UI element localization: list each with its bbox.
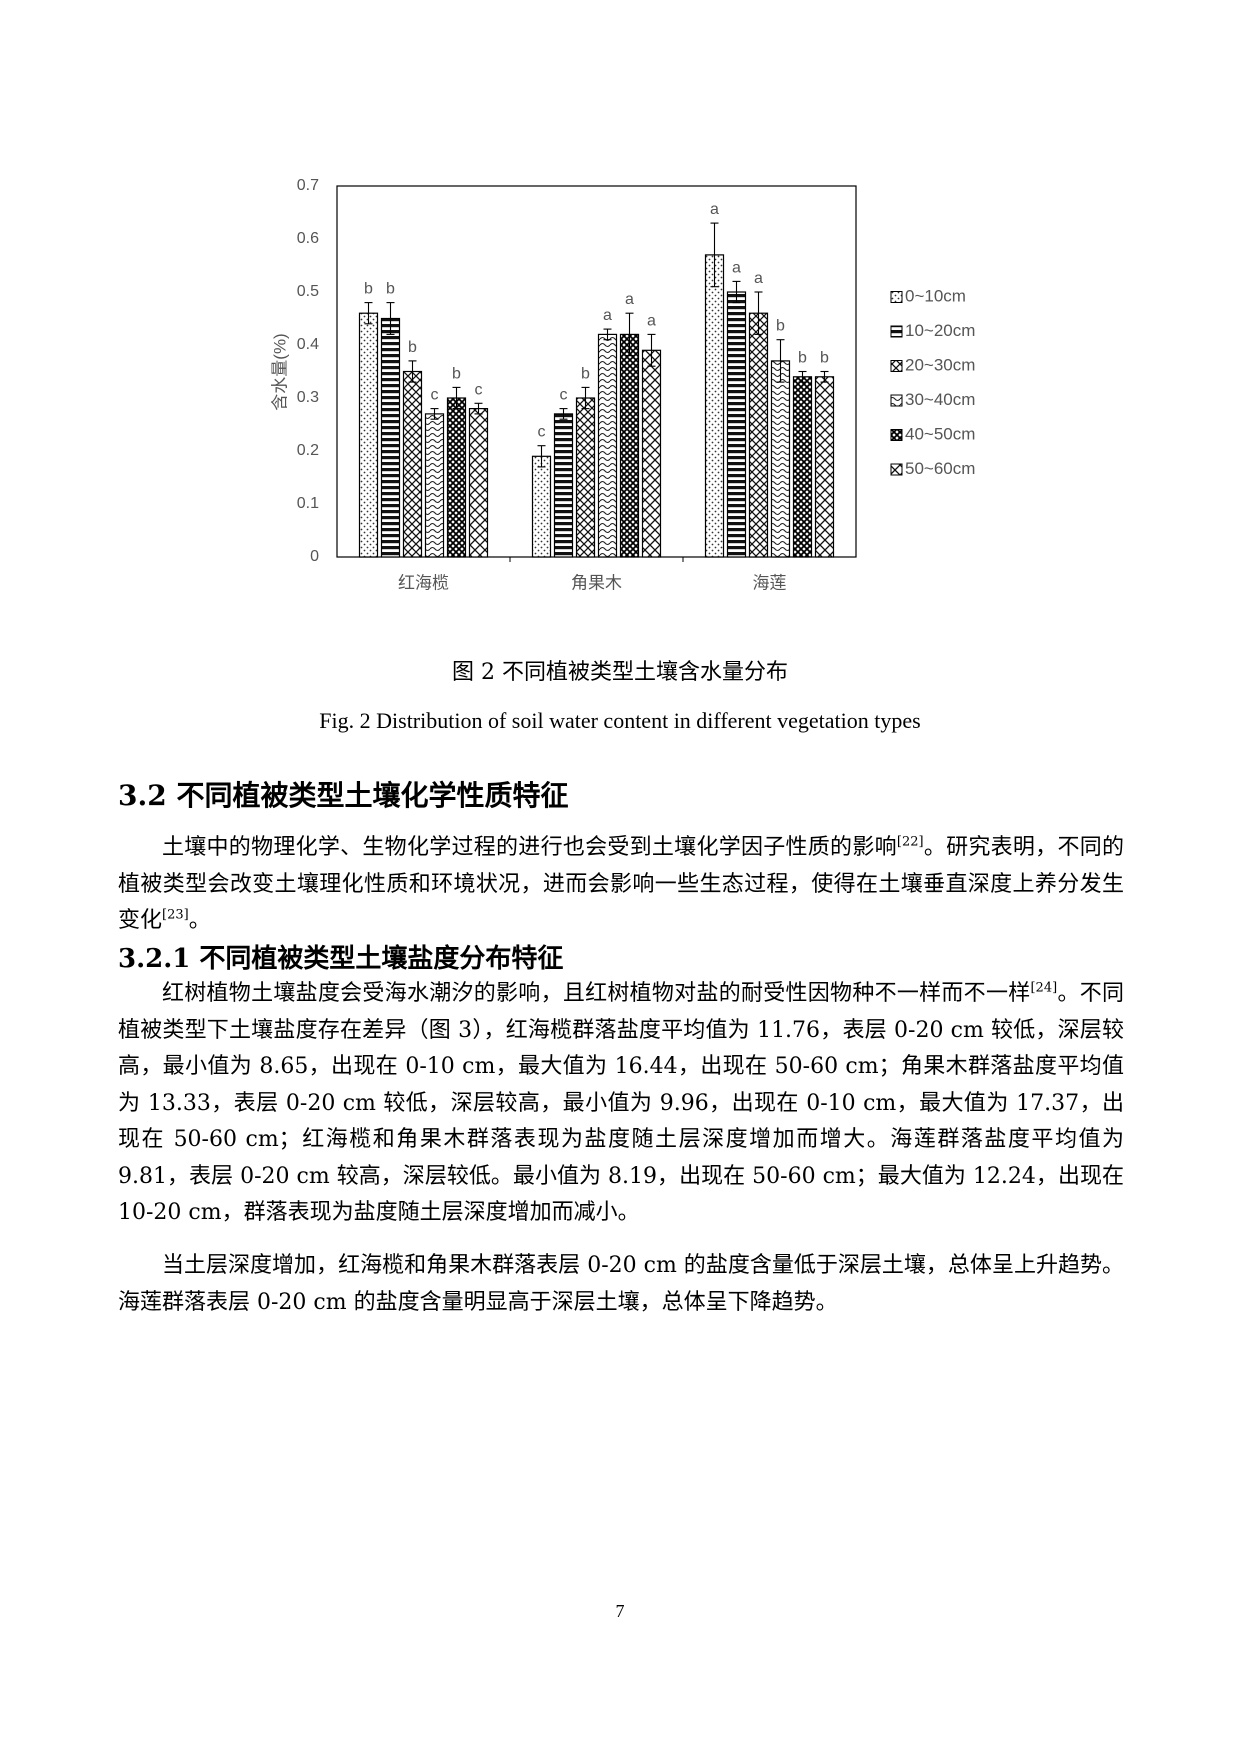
bar (814, 376, 835, 558)
legend-entry: 0~10cm (905, 286, 966, 305)
legend-entry: 40~50cm (905, 424, 975, 443)
significance-letter: a (754, 270, 763, 287)
y-tick-label: 0.7 (297, 177, 319, 194)
legend-entry: 10~20cm (905, 321, 975, 340)
y-tick-label: 0.5 (297, 283, 319, 300)
significance-letter: c (431, 387, 439, 404)
figure-caption-cn: 图 2 不同植被类型土壤含水量分布 (452, 660, 788, 685)
bar (531, 455, 552, 558)
legend-entry: 30~40cm (905, 390, 975, 409)
y-tick-label: 0.6 (297, 230, 319, 247)
significance-letter: b (452, 365, 461, 382)
para1-text-c: 。 (188, 908, 211, 933)
significance-letter: a (732, 259, 741, 276)
bar (424, 413, 445, 558)
legend-swatch (890, 463, 903, 476)
x-category-label: 海莲 (753, 573, 787, 592)
bar (726, 291, 747, 558)
significance-letter: a (603, 307, 612, 324)
section-paragraph: 土壤中的物理化学、生物化学过程的进行也会受到土壤化学因子性质的影响[22]。研究… (118, 830, 1124, 940)
bar (704, 254, 725, 558)
legend-swatch (890, 325, 903, 338)
para1-text-a: 土壤中的物理化学、生物化学过程的进行也会受到土壤化学因子性质的影响 (162, 835, 897, 860)
significance-letter: b (581, 365, 590, 382)
significance-letter: b (386, 281, 395, 298)
y-axis-label: 含水量(%) (270, 333, 289, 410)
legend-swatch (890, 291, 903, 303)
para1-text-b: 。研究表明，不同的植被类型会改变土壤理化性质和环境状况，进而会影响一些生态过程，… (118, 835, 1124, 933)
bar (641, 349, 662, 558)
significance-letter: c (538, 424, 546, 441)
significance-letter: b (408, 339, 417, 356)
bar (575, 397, 596, 558)
bar (446, 397, 467, 558)
significance-letter: a (647, 312, 656, 329)
soil-water-chart: 00.10.20.30.40.50.60.7 含水量(%) bcabcabbac… (270, 177, 975, 592)
significance-letter: a (710, 201, 719, 218)
bar (619, 333, 640, 558)
legend-swatch (890, 429, 903, 441)
subsection-paragraph-2: 当土层深度增加，红海榄和角果木群落表层 0-20 cm 的盐度含量低于深层土壤，… (118, 1253, 1124, 1315)
significance-letter: c (475, 381, 483, 398)
bar (597, 333, 618, 558)
legend-swatch (890, 360, 903, 372)
legend-entry: 50~60cm (905, 459, 975, 478)
bar (468, 408, 489, 558)
x-category-label: 角果木 (571, 573, 622, 592)
significance-letter: a (625, 291, 634, 308)
significance-letter: b (776, 318, 785, 335)
y-tick-label: 0.4 (297, 336, 319, 353)
subsection-paragraph-1: 红树植物土壤盐度会受海水潮汐的影响，且红树植物对盐的耐受性因物种不一样而不一样[… (118, 976, 1124, 1232)
bar (770, 360, 791, 558)
bar (358, 312, 379, 558)
bar (792, 376, 813, 558)
plot-area-frame (336, 185, 857, 558)
significance-letter: b (820, 350, 829, 367)
citation-23: [23] (162, 907, 189, 923)
citation-24: [24] (1030, 980, 1058, 996)
legend-entry: 20~30cm (905, 355, 975, 374)
legend-swatch (890, 394, 903, 407)
bar (553, 413, 574, 558)
figure-caption-en: Fig. 2 Distribution of soil water conten… (319, 708, 921, 733)
bar (402, 370, 423, 558)
y-tick-label: 0.1 (297, 495, 319, 512)
y-tick-label: 0 (310, 548, 319, 565)
y-tick-label: 0.2 (297, 442, 319, 459)
significance-letter: b (798, 350, 807, 367)
significance-letter: b (364, 281, 373, 298)
para2-text-a: 红树植物土壤盐度会受海水潮汐的影响，且红树植物对盐的耐受性因物种不一样而不一样 (162, 981, 1031, 1006)
bar (748, 312, 769, 558)
bar (380, 317, 401, 558)
y-tick-label: 0.3 (297, 389, 319, 406)
page-number: 7 (615, 1601, 625, 1621)
section-heading: 3.2 不同植被类型土壤化学性质特征 (118, 779, 569, 812)
significance-letter: c (560, 387, 568, 404)
subsection-heading: 3.2.1 不同植被类型土壤盐度分布特征 (118, 944, 564, 974)
citation-22: [22] (896, 834, 924, 850)
x-category-label: 红海榄 (398, 573, 449, 592)
para2-text-b: 。不同植被类型下土壤盐度存在差异（图 3），红海榄群落盐度平均值为 11.76，… (118, 981, 1124, 1225)
